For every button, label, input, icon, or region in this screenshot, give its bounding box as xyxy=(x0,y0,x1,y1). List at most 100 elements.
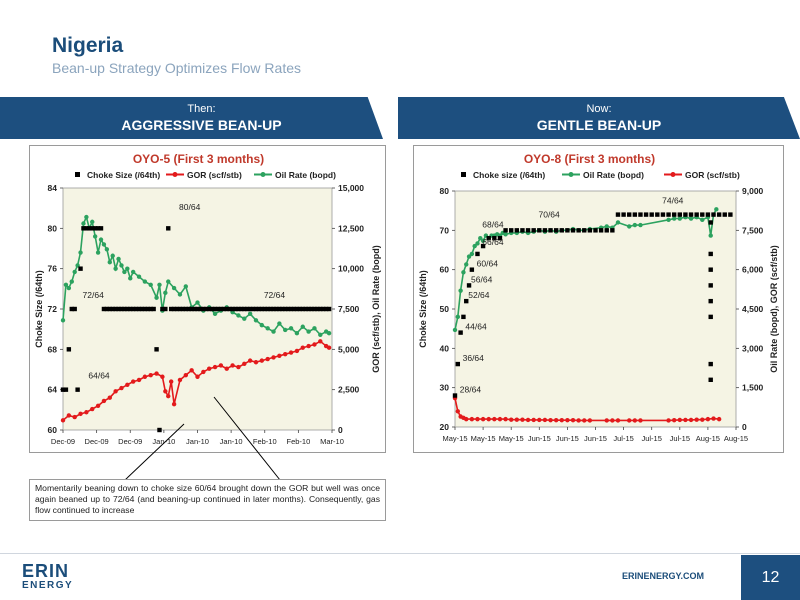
data-point xyxy=(236,313,241,318)
data-point xyxy=(60,418,66,423)
data-point xyxy=(98,237,104,242)
y2-tick-label: 2,500 xyxy=(338,385,360,395)
data-point xyxy=(475,251,480,257)
data-point xyxy=(503,232,508,237)
data-point xyxy=(177,292,183,297)
data-point xyxy=(201,306,206,312)
data-point xyxy=(145,306,150,312)
data-point xyxy=(455,409,461,414)
banner-then-title: AGGRESSIVE BEAN-UP xyxy=(121,117,282,133)
data-point xyxy=(708,283,713,288)
data-point xyxy=(587,418,593,423)
y-tick-label: 84 xyxy=(48,183,58,193)
data-point xyxy=(119,263,124,268)
data-point xyxy=(497,416,503,422)
data-point xyxy=(464,416,469,422)
data-point xyxy=(116,256,121,262)
data-point xyxy=(604,228,609,233)
annotation-label: 64/64 xyxy=(88,371,110,381)
data-point xyxy=(716,212,722,217)
data-point xyxy=(268,306,273,312)
y-tick-label: 72 xyxy=(48,304,58,314)
legend-label: Oil Rate (bopd) xyxy=(583,170,644,180)
data-point xyxy=(621,212,626,217)
data-point xyxy=(72,414,77,420)
data-point xyxy=(582,228,587,233)
data-point xyxy=(166,226,171,231)
x-tick-label: Jun-15 xyxy=(528,434,551,443)
data-point xyxy=(107,306,112,312)
data-point xyxy=(297,306,303,312)
data-point xyxy=(113,389,118,394)
data-point xyxy=(688,216,694,221)
data-point xyxy=(288,306,294,312)
legend-marker xyxy=(75,172,80,177)
data-point xyxy=(163,389,168,394)
data-point xyxy=(195,306,200,312)
data-point xyxy=(671,216,677,221)
data-point xyxy=(565,417,570,423)
data-point xyxy=(632,418,638,423)
data-point xyxy=(168,306,174,312)
x-tick-label: May-15 xyxy=(499,434,524,443)
data-point xyxy=(221,306,227,312)
data-point xyxy=(274,306,279,312)
data-point xyxy=(294,306,300,312)
legend-label: GOR (scf/stb) xyxy=(187,170,242,180)
data-point xyxy=(66,413,72,418)
data-point xyxy=(548,228,553,233)
data-point xyxy=(130,269,136,275)
data-point xyxy=(242,306,247,312)
data-point xyxy=(303,306,308,312)
data-point xyxy=(300,324,305,329)
data-point xyxy=(206,306,212,312)
data-point xyxy=(125,266,130,271)
data-point xyxy=(90,406,95,412)
data-point xyxy=(694,212,699,217)
data-point xyxy=(245,306,250,312)
data-point xyxy=(104,247,110,252)
data-point xyxy=(570,417,576,423)
data-point xyxy=(700,217,705,223)
annotation-label: 28/64 xyxy=(460,385,482,395)
legend-label: Choke size (/64th) xyxy=(473,170,545,180)
data-point xyxy=(537,228,542,233)
data-point xyxy=(705,416,711,422)
data-point xyxy=(458,288,463,293)
data-point xyxy=(154,347,159,352)
y-tick-label: 40 xyxy=(440,343,450,353)
data-point xyxy=(230,306,235,312)
data-point xyxy=(136,306,142,312)
data-point xyxy=(148,306,153,312)
data-point xyxy=(492,416,497,422)
data-point xyxy=(78,250,83,255)
data-point xyxy=(466,283,472,288)
data-point xyxy=(189,306,194,312)
data-point xyxy=(253,318,259,323)
logo-top: ERIN xyxy=(22,561,70,581)
x-tick-label: May-15 xyxy=(471,434,496,443)
data-point xyxy=(265,356,270,362)
data-point xyxy=(157,427,162,433)
website-link[interactable]: ERINENERGY.COM xyxy=(622,571,705,581)
data-point xyxy=(66,347,72,352)
x-tick-label: Jun-15 xyxy=(556,434,579,443)
data-point xyxy=(655,212,660,217)
y-tick-label: 80 xyxy=(48,223,58,233)
data-point xyxy=(271,329,276,334)
data-point xyxy=(711,212,716,217)
data-point xyxy=(666,217,671,223)
data-point xyxy=(525,228,531,233)
data-point xyxy=(90,226,95,231)
y2-tick-label: 12,500 xyxy=(338,223,364,233)
data-point xyxy=(469,267,475,272)
chart-title: OYO-5 (First 3 months) xyxy=(133,152,264,166)
data-point xyxy=(277,353,282,358)
data-point xyxy=(69,306,74,312)
data-point xyxy=(503,228,508,233)
data-point xyxy=(139,306,145,312)
data-point xyxy=(253,360,259,365)
data-point xyxy=(256,306,262,312)
data-point xyxy=(247,358,253,363)
footer-divider xyxy=(0,553,800,554)
